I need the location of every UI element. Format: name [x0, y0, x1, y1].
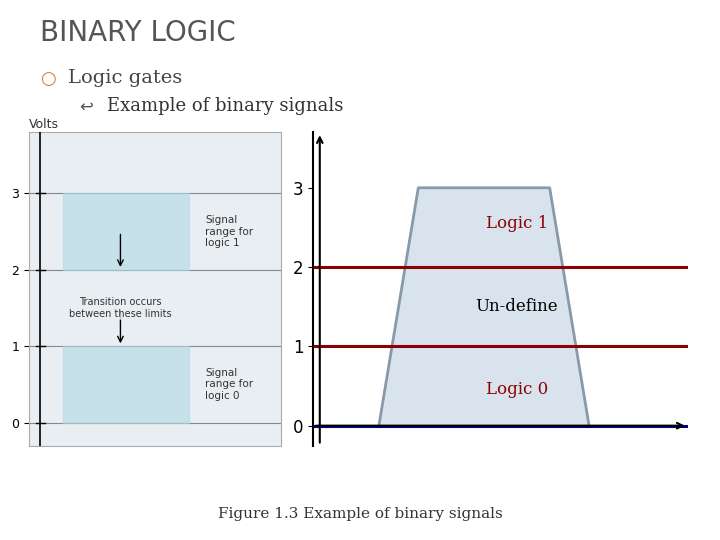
Text: Un-define: Un-define [475, 298, 558, 315]
Text: Example of binary signals: Example of binary signals [107, 97, 343, 115]
Text: Volts: Volts [29, 118, 59, 131]
Text: ↩: ↩ [79, 97, 93, 115]
Text: Transition occurs
between these limits: Transition occurs between these limits [69, 297, 172, 319]
Text: Logic 0: Logic 0 [486, 381, 548, 399]
Text: Signal
range for
logic 0: Signal range for logic 0 [205, 368, 253, 401]
Text: Logic 1: Logic 1 [486, 215, 548, 232]
Text: Signal
range for
logic 1: Signal range for logic 1 [205, 215, 253, 248]
Text: ○: ○ [40, 70, 55, 88]
Text: BINARY LOGIC: BINARY LOGIC [40, 19, 235, 47]
Text: Logic gates: Logic gates [68, 69, 183, 87]
Polygon shape [379, 188, 589, 426]
Text: Figure 1.3 Example of binary signals: Figure 1.3 Example of binary signals [217, 508, 503, 522]
